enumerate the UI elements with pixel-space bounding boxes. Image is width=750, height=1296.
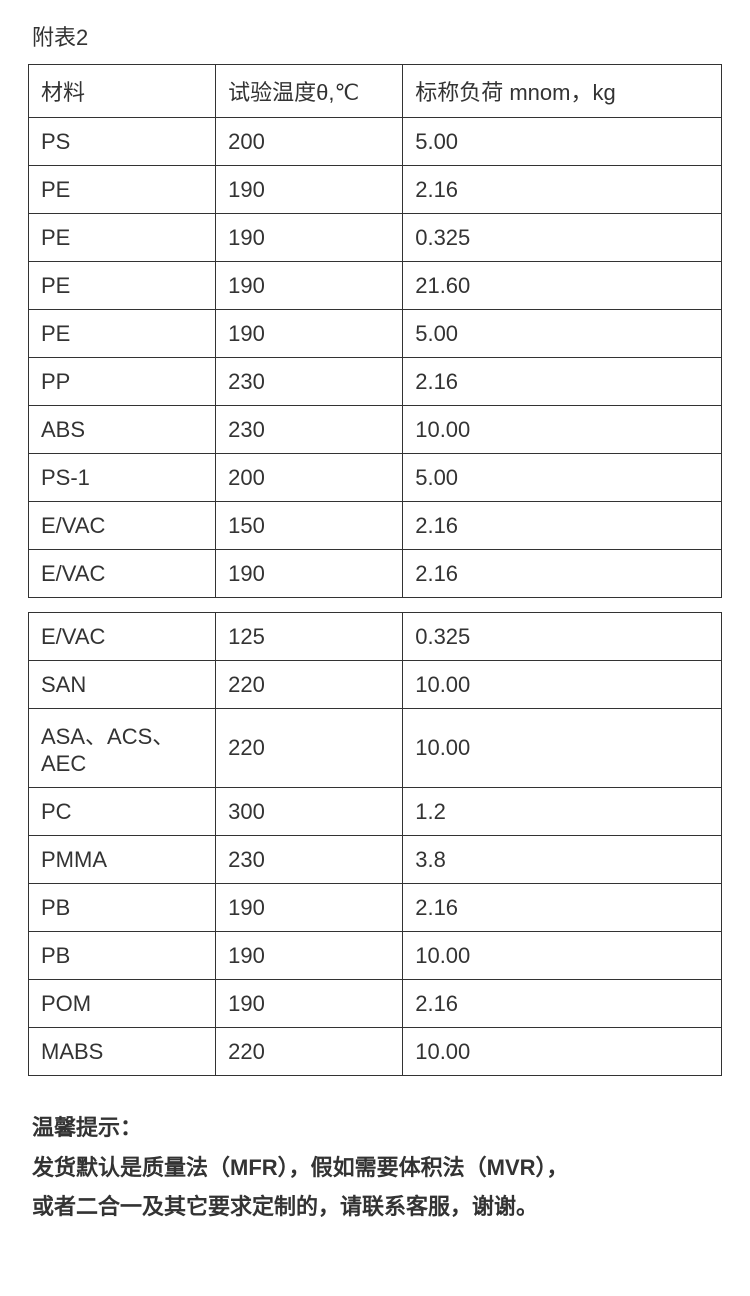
table-cell: 10.00 [403, 709, 722, 788]
table-cell: 2.16 [403, 884, 722, 932]
table-cell: 190 [216, 214, 403, 262]
table-header-row: 材料 试验温度θ,℃ 标称负荷 mnom，kg [29, 65, 722, 118]
table-cell: 230 [216, 406, 403, 454]
table-cell: E/VAC [29, 613, 216, 661]
table-cell: 21.60 [403, 262, 722, 310]
table-cell: MABS [29, 1028, 216, 1076]
material-table-1: 材料 试验温度θ,℃ 标称负荷 mnom，kg PS2005.00PE1902.… [28, 64, 722, 598]
table-cell: 230 [216, 358, 403, 406]
table-cell: 10.00 [403, 932, 722, 980]
table-cell: 3.8 [403, 836, 722, 884]
table-cell: 190 [216, 932, 403, 980]
table-cell: ABS [29, 406, 216, 454]
table-cell: 190 [216, 550, 403, 598]
table-cell: 150 [216, 502, 403, 550]
table-cell: PS [29, 118, 216, 166]
table-cell: PP [29, 358, 216, 406]
hint-section: 温馨提示： 发货默认是质量法（MFR），假如需要体积法（MVR）， 或者二合一及… [28, 1108, 722, 1227]
table-row: PE1905.00 [29, 310, 722, 358]
table-cell: PE [29, 262, 216, 310]
table-row: PS-12005.00 [29, 454, 722, 502]
table-cell: 300 [216, 788, 403, 836]
table-cell: 2.16 [403, 550, 722, 598]
table-row: POM1902.16 [29, 980, 722, 1028]
table-cell: PE [29, 166, 216, 214]
table-cell: 2.16 [403, 166, 722, 214]
table-cell: 1.2 [403, 788, 722, 836]
table-cell: SAN [29, 661, 216, 709]
col-material: 材料 [29, 65, 216, 118]
table-cell: 10.00 [403, 1028, 722, 1076]
table-cell: 200 [216, 454, 403, 502]
col-load: 标称负荷 mnom，kg [403, 65, 722, 118]
table-row: SAN22010.00 [29, 661, 722, 709]
table-row: ASA、ACS、AEC22010.00 [29, 709, 722, 788]
material-table-2: E/VAC1250.325SAN22010.00ASA、ACS、AEC22010… [28, 612, 722, 1076]
table-cell: PS-1 [29, 454, 216, 502]
table-row: PE1902.16 [29, 166, 722, 214]
table-row: PMMA2303.8 [29, 836, 722, 884]
table-cell: POM [29, 980, 216, 1028]
table-cell: PMMA [29, 836, 216, 884]
table-row: PP2302.16 [29, 358, 722, 406]
table-cell: 2.16 [403, 980, 722, 1028]
table-cell: 10.00 [403, 406, 722, 454]
table-cell: 10.00 [403, 661, 722, 709]
table-cell: PE [29, 214, 216, 262]
table-row: PB1902.16 [29, 884, 722, 932]
table-row: MABS22010.00 [29, 1028, 722, 1076]
table-cell: PC [29, 788, 216, 836]
table-cell: 220 [216, 709, 403, 788]
table-row: PE19021.60 [29, 262, 722, 310]
col-temperature: 试验温度θ,℃ [216, 65, 403, 118]
table-cell: 220 [216, 1028, 403, 1076]
table-row: PS2005.00 [29, 118, 722, 166]
hint-line-2: 或者二合一及其它要求定制的，请联系客服，谢谢。 [32, 1187, 722, 1227]
annex-title: 附表2 [28, 20, 722, 52]
table-cell: 2.16 [403, 358, 722, 406]
table-cell: PB [29, 932, 216, 980]
table-cell: 190 [216, 262, 403, 310]
table-row: PC3001.2 [29, 788, 722, 836]
table-cell: 190 [216, 310, 403, 358]
table-cell: 125 [216, 613, 403, 661]
table-cell: ASA、ACS、AEC [29, 709, 216, 788]
table-row: E/VAC1250.325 [29, 613, 722, 661]
table-row: E/VAC1502.16 [29, 502, 722, 550]
table-row: E/VAC1902.16 [29, 550, 722, 598]
table-cell: 190 [216, 980, 403, 1028]
table-cell: 2.16 [403, 502, 722, 550]
table-cell: PB [29, 884, 216, 932]
table-row: PB19010.00 [29, 932, 722, 980]
table-cell: PE [29, 310, 216, 358]
table-cell: 200 [216, 118, 403, 166]
table-cell: 0.325 [403, 214, 722, 262]
table-cell: 230 [216, 836, 403, 884]
table-row: PE1900.325 [29, 214, 722, 262]
hint-title: 温馨提示： [32, 1108, 722, 1148]
table-cell: 5.00 [403, 118, 722, 166]
table-row: ABS23010.00 [29, 406, 722, 454]
hint-line-1: 发货默认是质量法（MFR），假如需要体积法（MVR）， [32, 1148, 722, 1188]
table-cell: 220 [216, 661, 403, 709]
table-cell: 190 [216, 884, 403, 932]
table-cell: E/VAC [29, 502, 216, 550]
table-cell: 5.00 [403, 310, 722, 358]
table-cell: 190 [216, 166, 403, 214]
table-cell: 0.325 [403, 613, 722, 661]
table-cell: E/VAC [29, 550, 216, 598]
table-cell: 5.00 [403, 454, 722, 502]
